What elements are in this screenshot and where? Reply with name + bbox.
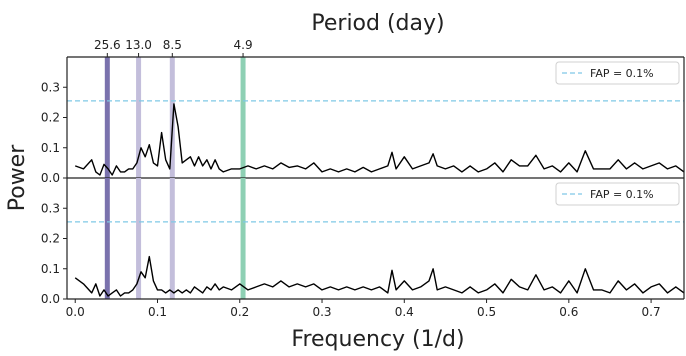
period-marker-band (104, 57, 110, 178)
period-tick-label: 13.0 (125, 38, 152, 52)
period-tick-label: 4.9 (234, 38, 253, 52)
x-tick-label: 0.5 (477, 305, 496, 319)
x-tick-label: 0.7 (642, 305, 661, 319)
y-tick-label: 0.1 (41, 141, 60, 155)
x-tick-label: 0.4 (395, 305, 414, 319)
y-tick-label: 0.2 (41, 232, 60, 246)
period-marker-band (169, 178, 175, 299)
period-marker-band (136, 178, 142, 299)
legend-box (555, 61, 680, 85)
y-tick-label: 0.0 (41, 171, 60, 185)
period-marker-band (240, 178, 246, 299)
legend-box (555, 182, 680, 206)
power-series-line (74, 103, 685, 176)
plot-layer: 0.0 0.1 0.2 0.3 FAP = 0.1% 0.0 0.1 0.2 0.3 FAP = … (41, 38, 685, 319)
panel-1: 0.0 0.1 0.2 0.3 FAP = 0.1% (41, 56, 685, 185)
x-axis-title: Frequency (1/d) (291, 327, 464, 352)
legend-fap-label: FAP = 0.1% (590, 188, 654, 201)
x-tick-label: 0.2 (230, 305, 249, 319)
y-tick-label: 0.3 (41, 201, 60, 215)
y-tick-label: 0.0 (41, 292, 60, 306)
period-marker-band (169, 57, 175, 178)
period-marker-band (104, 178, 110, 299)
period-marker-band (240, 57, 246, 178)
x-tick-label: 0.3 (312, 305, 331, 319)
y-tick-label: 0.1 (41, 262, 60, 276)
x-tick-label: 0.6 (559, 305, 578, 319)
period-tick-label: 25.6 (94, 38, 121, 52)
y-tick-label: 0.2 (41, 111, 60, 125)
y-tick-label: 0.3 (41, 80, 60, 94)
period-marker-band (136, 57, 142, 178)
x-tick-label: 0.0 (66, 305, 85, 319)
panel-2: 0.0 0.1 0.2 0.3 FAP = 0.1% (41, 178, 685, 306)
x-tick-label: 0.1 (148, 305, 167, 319)
period-tick-label: 8.5 (163, 38, 182, 52)
y-axis-title: Power (5, 144, 30, 211)
power-series-line (74, 255, 685, 297)
legend-fap-label: FAP = 0.1% (590, 67, 654, 80)
top-axis-title: Period (day) (311, 11, 444, 36)
